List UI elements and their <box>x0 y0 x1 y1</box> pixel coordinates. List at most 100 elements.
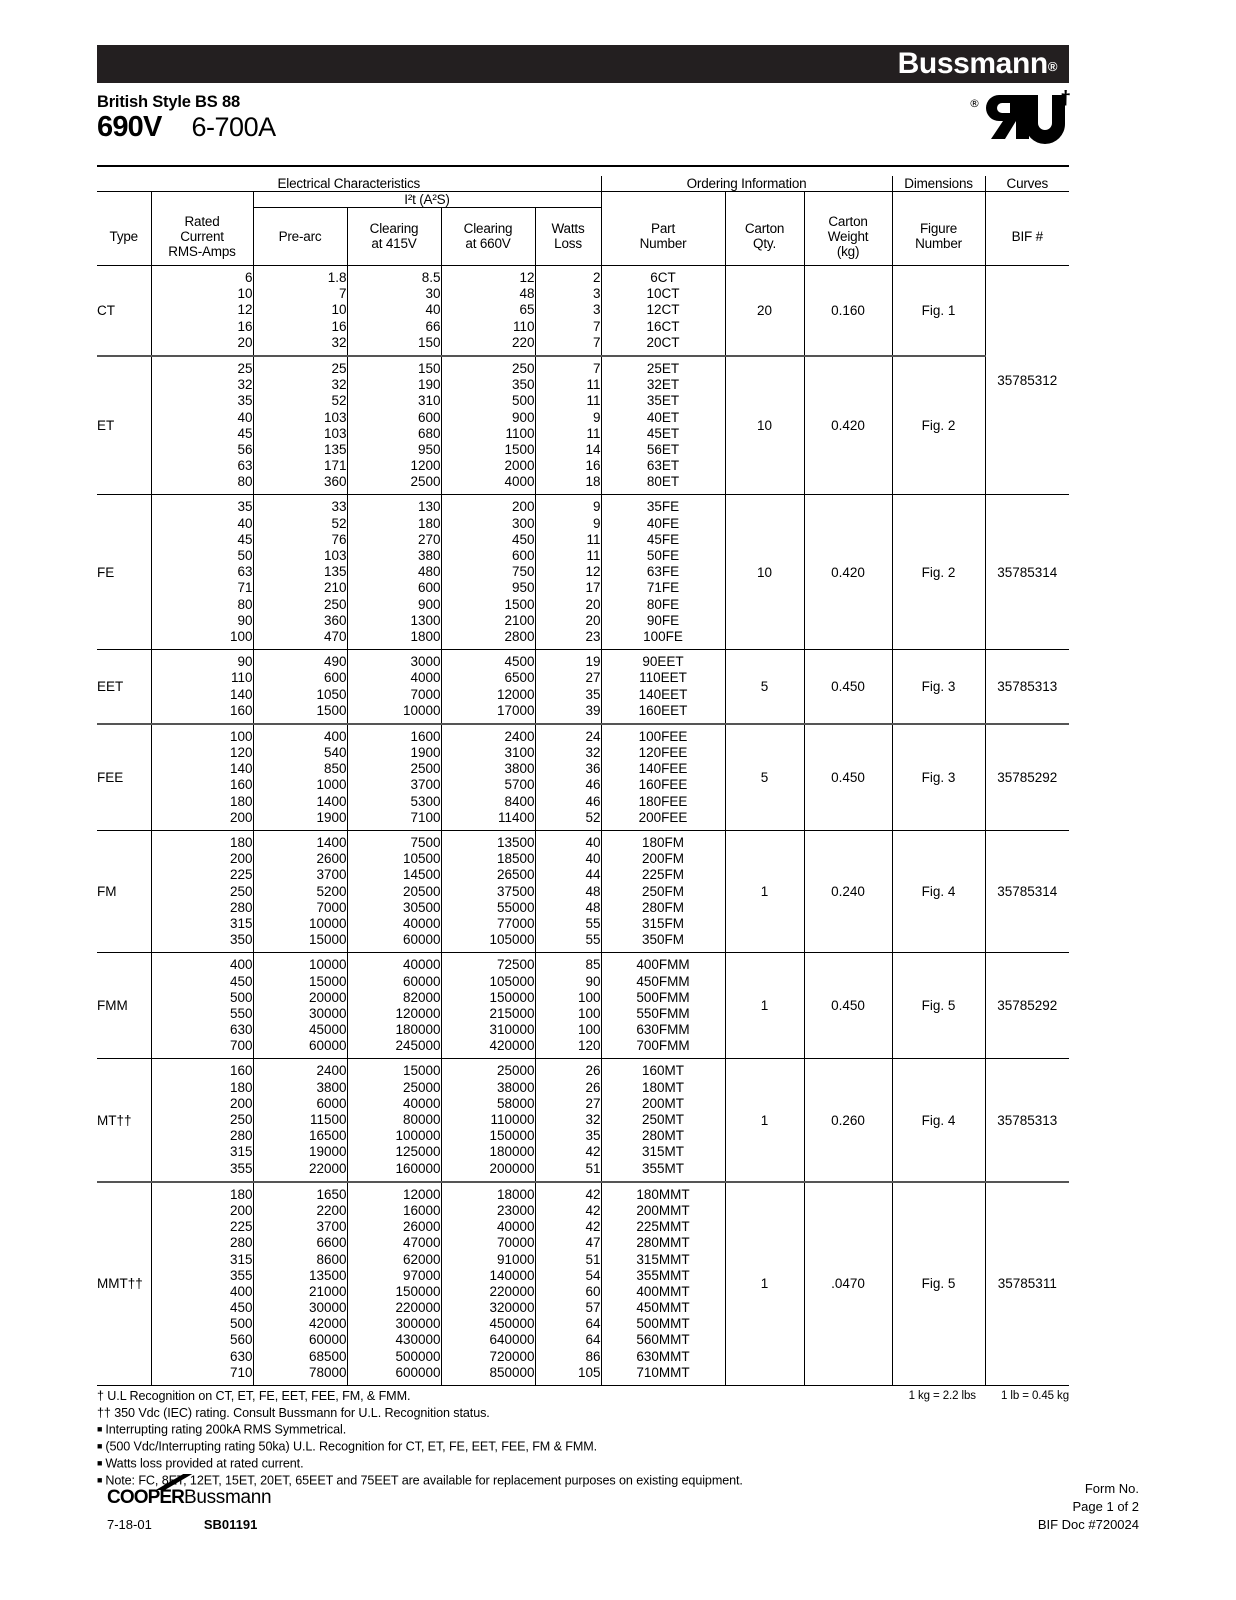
group-header-ordering: Ordering Information <box>600 176 893 192</box>
cell-figure-number: Fig. 3 <box>891 649 986 724</box>
cell-watts-loss: 24 32 36 46 46 52 <box>534 722 602 831</box>
cell-clearing-415-value: 30500 <box>402 899 441 915</box>
cell-clearing-660-value: 220000 <box>489 1283 535 1299</box>
cell-clearing-415-value: 8.5 <box>421 270 441 285</box>
cell-part-number-value: 10CT <box>646 286 680 302</box>
table-row: MT†† 160 180 200 250 280 315 355 2400 3800 6000 115… <box>97 1058 1070 1182</box>
cell-type: ET <box>97 354 151 495</box>
cell-clearing-660: 13500 18500 26500 37500 55000 77000 105000 <box>440 829 535 953</box>
cell-prearc-value: 10000 <box>308 915 347 931</box>
cell-clearing-415: 15000 25000 40000 80000 100000 125000 160000 <box>346 1058 441 1182</box>
cell-prearc: 1.8 7 10 16 32 <box>252 264 347 356</box>
cell-watts-loss-value: 3 <box>593 286 601 302</box>
cell-watts-loss-value: 7 <box>593 334 601 350</box>
cell-watts-loss-value: 9 <box>593 409 601 425</box>
cell-prearc-value: 15000 <box>308 932 347 948</box>
cell-prearc-value: 135 <box>323 441 347 457</box>
footnote-5: ■ Watts loss provided at rated current. <box>97 1455 1069 1472</box>
cell-clearing-415-value: 40000 <box>402 915 441 931</box>
cell-bif: 35785314 <box>984 494 1070 650</box>
cell-rated-current-value: 35 <box>237 393 253 409</box>
cell-clearing-660-value: 180000 <box>489 1144 535 1160</box>
cell-clearing-415-value: 15000 <box>402 1063 441 1079</box>
cell-clearing-415-value: 10000 <box>402 702 441 718</box>
cell-clearing-415-value: 4000 <box>410 670 441 686</box>
footer-page-number: Page 1 of 2 <box>1072 1499 1140 1514</box>
footer-bif-doc: BIF Doc #720024 <box>1037 1517 1139 1532</box>
cell-carton-qty: 1 <box>724 829 805 953</box>
cell-part-number-value: 710MMT <box>636 1364 690 1380</box>
cell-clearing-415-value: 25000 <box>402 1079 441 1095</box>
cell-clearing-660-value: 4000 <box>504 474 535 490</box>
cell-rated-current-value: 100 <box>229 628 253 644</box>
cartonwt-line3: (kg) <box>836 243 860 259</box>
cell-clearing-660-value: 25000 <box>496 1063 535 1079</box>
cell-clearing-415-value: 26000 <box>402 1219 441 1235</box>
cell-clearing-415-value: 600 <box>417 580 441 596</box>
cell-watts-loss-value: 18 <box>585 474 601 490</box>
group-header-dimensions: Dimensions <box>891 176 986 192</box>
cell-clearing-660-value: 750 <box>511 564 535 580</box>
cell-bif: 35785312 <box>984 264 1070 495</box>
cell-rated-current-value: 160 <box>229 702 253 718</box>
unit-conversion-note: 1 kg = 2.2 lbs 1 lb = 0.45 kg <box>887 1388 1070 1405</box>
cell-part-number-value: 25ET <box>646 360 680 376</box>
cell-part-number-value: 35ET <box>646 393 680 409</box>
cell-part-number-value: 100FEE <box>638 728 688 744</box>
cell-bif: 35785311 <box>984 1180 1070 1386</box>
cell-clearing-660-value: 2800 <box>504 628 535 644</box>
cell-clearing-660-value: 17000 <box>496 702 535 718</box>
cell-clearing-415-value: 950 <box>417 441 441 457</box>
cell-watts-loss: 85 90 100 100 100 120 <box>534 952 602 1059</box>
cell-watts-loss-value: 11 <box>586 377 601 393</box>
cell-clearing-660: 25000 38000 58000 110000 150000 180000 200000 <box>440 1058 535 1182</box>
footnote-1: † U.L Recognition on CT, ET, FE, EET, FE… <box>97 1389 411 1403</box>
cell-clearing-660-value: 5700 <box>504 777 535 793</box>
cell-clearing-660-value: 950 <box>511 580 535 596</box>
cell-carton-weight: 0.160 <box>803 264 893 356</box>
table-row: FE 35 40 45 50 63 71 80 90 100 33 52 76 103 135 210 250 3… <box>97 494 1070 650</box>
cell-prearc-value: 103 <box>323 425 347 441</box>
cell-clearing-660-value: 450000 <box>489 1316 535 1332</box>
cell-type: FE <box>97 494 151 650</box>
cell-clearing-660-value: 2100 <box>504 612 535 628</box>
cell-prearc-value: 2400 <box>316 1063 347 1079</box>
cell-clearing-660: 4500 6500 12000 17000 <box>440 649 535 724</box>
col-label-type: Type <box>109 228 139 244</box>
cell-clearing-660-value: 58000 <box>496 1095 535 1111</box>
cell-watts-loss-value: 19 <box>585 654 601 670</box>
cell-watts-loss-value: 11 <box>586 393 601 409</box>
cell-figure-number: Fig. 5 <box>891 952 986 1059</box>
cell-watts-loss-value: 12 <box>585 564 601 580</box>
rated-current-line3: RMS-Amps <box>168 243 236 259</box>
footer-doc-info: 7-18-01 SB01191 <box>107 1517 257 1532</box>
cell-rated-current-value: 315 <box>229 1251 253 1267</box>
cell-watts-loss-value: 48 <box>585 883 601 899</box>
cell-carton-qty: 1 <box>724 1058 805 1182</box>
cell-rated-current-value: 355 <box>229 1267 253 1283</box>
cell-watts-loss-value: 42 <box>585 1144 601 1160</box>
cell-part-number-value: 400FMM <box>636 957 690 973</box>
cell-clearing-415-value: 130 <box>417 499 441 515</box>
col-header-part-number <box>600 191 726 208</box>
cell-type: FM <box>97 829 151 953</box>
cell-prearc-value: 68500 <box>308 1348 347 1364</box>
cell-part-number-value: 700FMM <box>636 1038 690 1054</box>
cell-watts-loss-value: 32 <box>585 1112 601 1127</box>
cell-part-number-value: 355MT <box>642 1160 685 1176</box>
cell-part-number: 6CT 10CT 12CT 16CT 20CT <box>600 264 726 356</box>
cell-rated-current-value: 200 <box>229 851 253 867</box>
cell-clearing-415-value: 1800 <box>410 628 441 644</box>
cell-prearc: 2400 3800 6000 11500 16500 19000 22000 <box>252 1058 347 1182</box>
cell-clearing-660-value: 18500 <box>496 851 535 867</box>
cell-part-number: 180MMT 200MMT 225MMT 280MMT 315MMT 355MMT 400M… <box>600 1180 726 1386</box>
part-line1: Part <box>651 221 676 237</box>
cell-watts-loss-value: 51 <box>585 1160 601 1176</box>
cell-part-number-value: 450FMM <box>636 973 690 989</box>
cell-clearing-660-value: 77000 <box>496 915 535 931</box>
cell-clearing-415-value: 62000 <box>402 1251 441 1267</box>
cell-rated-current-value: 280 <box>229 1128 253 1144</box>
voltage-rating: 690V <box>97 111 162 143</box>
cell-clearing-415-value: 20500 <box>402 883 441 899</box>
